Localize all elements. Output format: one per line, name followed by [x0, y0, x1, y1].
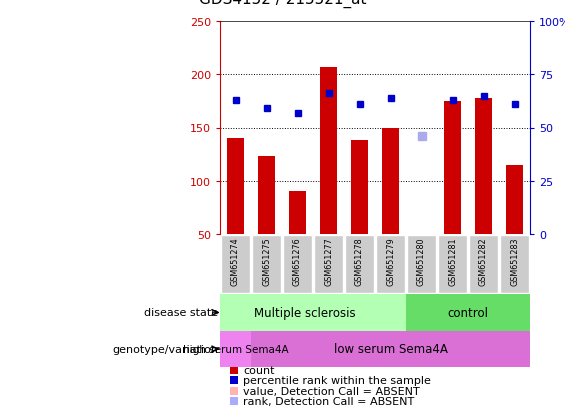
Bar: [438, 236, 467, 293]
Bar: [230, 377, 238, 385]
Bar: [351, 141, 368, 235]
Bar: [289, 192, 306, 235]
Bar: [499, 236, 529, 293]
Text: GSM651276: GSM651276: [293, 237, 302, 285]
Bar: [506, 165, 523, 235]
Bar: [345, 236, 375, 293]
Bar: [220, 331, 251, 367]
Text: control: control: [447, 306, 489, 319]
Bar: [258, 157, 275, 235]
Text: low serum Sema4A: low serum Sema4A: [333, 343, 447, 356]
Bar: [220, 236, 250, 293]
Text: count: count: [243, 365, 275, 375]
Text: GSM651280: GSM651280: [417, 237, 426, 285]
Bar: [444, 102, 461, 235]
Bar: [314, 236, 344, 293]
Bar: [406, 294, 530, 331]
Bar: [282, 236, 312, 293]
Bar: [230, 397, 238, 405]
Text: percentile rank within the sample: percentile rank within the sample: [243, 375, 431, 385]
Text: GSM651278: GSM651278: [355, 237, 364, 285]
Text: GSM651279: GSM651279: [386, 237, 395, 285]
Text: GSM651277: GSM651277: [324, 237, 333, 285]
Text: high serum Sema4A: high serum Sema4A: [182, 344, 288, 354]
Text: GSM651275: GSM651275: [262, 237, 271, 285]
Bar: [376, 236, 405, 293]
Text: disease state: disease state: [144, 308, 219, 318]
Text: genotype/variation: genotype/variation: [112, 344, 219, 354]
Bar: [382, 128, 399, 235]
Bar: [220, 294, 406, 331]
Bar: [251, 236, 281, 293]
Bar: [407, 236, 436, 293]
Text: GSM651274: GSM651274: [231, 237, 240, 285]
Bar: [227, 139, 244, 235]
Text: GSM651283: GSM651283: [510, 237, 519, 285]
Text: GSM651281: GSM651281: [448, 237, 457, 285]
Text: GSM651282: GSM651282: [479, 237, 488, 285]
Text: GDS4152 / 215521_at: GDS4152 / 215521_at: [199, 0, 366, 8]
Bar: [320, 68, 337, 235]
Bar: [468, 236, 498, 293]
Bar: [230, 366, 238, 374]
Bar: [475, 98, 492, 235]
Bar: [230, 387, 238, 395]
Text: Multiple sclerosis: Multiple sclerosis: [254, 306, 356, 319]
Text: rank, Detection Call = ABSENT: rank, Detection Call = ABSENT: [243, 396, 414, 406]
Text: value, Detection Call = ABSENT: value, Detection Call = ABSENT: [243, 386, 420, 396]
